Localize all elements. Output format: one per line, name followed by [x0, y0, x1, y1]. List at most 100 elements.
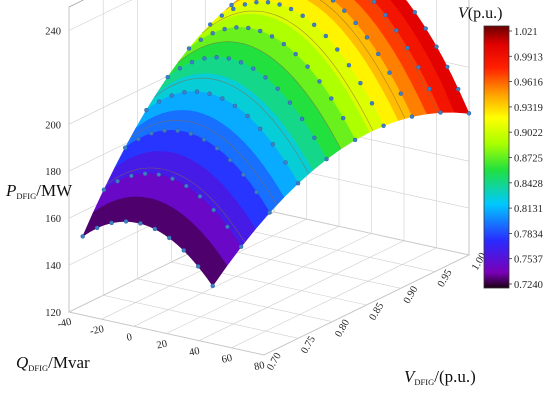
data-point: [305, 64, 310, 69]
x-tick-label: 60: [221, 353, 234, 366]
data-point: [201, 137, 207, 142]
data-point: [287, 100, 293, 105]
x-tick-label: 40: [188, 346, 201, 359]
colorbar-tick-label: 0.9913: [514, 52, 543, 63]
colorbar-tick-label: 0.9022: [514, 128, 543, 139]
data-point: [197, 194, 203, 199]
y-tick-label: 0.90: [402, 284, 421, 305]
data-point: [245, 113, 250, 119]
colorbar: 1.021 0.9913 0.9616 0.9319 0.9022 0.8725 0.842…: [458, 5, 544, 291]
data-point: [115, 178, 120, 184]
data-point: [416, 65, 421, 70]
surface-line: [106, 167, 245, 243]
surface-contour-lines: [106, 0, 438, 243]
colorbar-ticks: 1.021 0.9913 0.9616 0.9319 0.9022 0.8725 0.842…: [509, 27, 544, 291]
surface-cell: [206, 256, 228, 287]
colorbar-tick-label: 0.8131: [514, 204, 543, 215]
z-axis-ticks: 120 140 160 180 200 240: [45, 27, 61, 320]
colorbar-tick-label: 0.9319: [514, 103, 543, 114]
data-point: [232, 103, 238, 109]
colorbar-tick-label: 0.7240: [514, 280, 543, 291]
y-axis-title: VDFIG/(p.u.): [404, 367, 476, 387]
data-point: [175, 128, 180, 133]
colorbar-title: V(p.u.): [458, 5, 502, 22]
colorbar-tick-label: 0.7834: [514, 229, 544, 240]
data-point: [136, 136, 141, 142]
data-point: [383, 12, 388, 18]
data-point: [434, 44, 439, 49]
surface-line: [202, 10, 374, 131]
data-point: [330, 0, 336, 3]
data-point: [335, 47, 340, 52]
data-point: [265, 0, 271, 5]
data-point: [329, 96, 334, 101]
data-point: [283, 160, 288, 165]
surface-line: [130, 119, 278, 205]
x-axis-title: QDFIG/Mvar: [16, 353, 90, 373]
x-tick-label: -40: [56, 317, 72, 331]
data-point: [312, 135, 317, 141]
data-point: [169, 93, 174, 98]
data-point: [275, 86, 280, 91]
surface-line: [226, 0, 406, 119]
data-point: [184, 183, 189, 189]
data-point: [353, 20, 358, 26]
y-tick-label: 0.80: [333, 318, 352, 339]
data-point: [341, 115, 346, 121]
data-point: [258, 126, 263, 132]
data-point: [227, 157, 233, 163]
data-point: [270, 142, 275, 147]
y-tick-label: 0.85: [368, 301, 387, 322]
surface-line: [154, 77, 310, 174]
data-point: [423, 26, 428, 31]
data-point: [231, 6, 236, 12]
data-point: [122, 145, 128, 150]
data-point: [142, 171, 148, 176]
data-point: [210, 31, 215, 36]
data-point: [323, 33, 328, 39]
data-point: [189, 59, 195, 65]
data-point: [369, 101, 375, 106]
colorbar-tick-label: 1.021: [514, 27, 538, 38]
x-tick-label: 20: [156, 339, 169, 352]
data-point: [238, 60, 244, 65]
data-point: [405, 45, 410, 51]
data-point: [251, 66, 256, 71]
data-point: [427, 86, 432, 92]
data-point: [129, 173, 134, 179]
data-point: [293, 51, 298, 57]
z-tick-label: 140: [45, 261, 61, 272]
data-point: [242, 2, 248, 7]
data-point: [226, 56, 232, 61]
data-point: [152, 226, 158, 232]
data-point: [220, 96, 225, 101]
data-point: [295, 181, 301, 186]
data-point: [144, 107, 149, 113]
y-tick-label: 0.75: [299, 334, 318, 355]
data-point: [456, 86, 461, 92]
z-tick-label: 120: [45, 308, 61, 319]
colorbar-tick-label: 0.8428: [514, 179, 543, 190]
data-point: [181, 248, 187, 253]
colorbar-tick-label: 0.7537: [514, 255, 543, 266]
x-tick-label: -20: [89, 324, 105, 338]
surface-cell: [82, 207, 101, 238]
data-point: [149, 131, 154, 136]
data-point: [254, 0, 259, 5]
z-tick-label: 240: [45, 27, 61, 38]
z-axis-title: PDFIG/MW: [5, 181, 73, 201]
data-point: [394, 28, 399, 33]
data-point: [409, 114, 415, 119]
colorbar-ramp: [483, 25, 510, 289]
data-point: [177, 66, 183, 71]
data-point: [198, 37, 204, 42]
data-point: [238, 244, 244, 249]
data-point: [376, 51, 381, 57]
surface-mesh: [82, 0, 470, 287]
data-point: [317, 79, 322, 84]
data-point: [211, 207, 216, 213]
data-point: [207, 22, 213, 27]
data-point: [80, 234, 85, 239]
z-tick-label: 180: [45, 167, 61, 178]
data-point: [352, 137, 358, 143]
